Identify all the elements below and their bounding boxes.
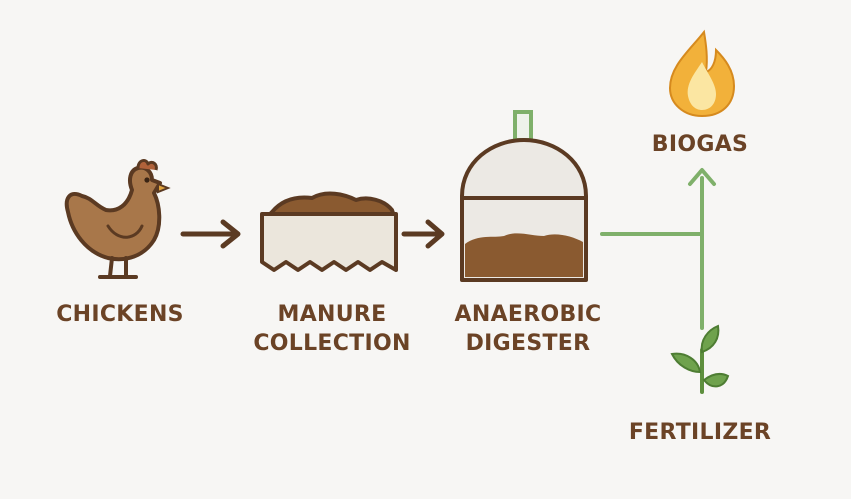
sprout-icon bbox=[670, 324, 730, 394]
label-fertilizer: FERTILIZER bbox=[628, 420, 772, 445]
arrow-manure-to-digester bbox=[401, 219, 445, 249]
flame-icon bbox=[668, 29, 736, 118]
label-biogas: BIOGAS bbox=[651, 132, 749, 157]
output-connector bbox=[600, 168, 716, 330]
chicken-icon bbox=[64, 159, 171, 279]
label-anaerobic-digester: ANAEROBIC DIGESTER bbox=[454, 302, 602, 356]
label-manure-collection: MANURE COLLECTION bbox=[253, 302, 411, 356]
manure-bin-icon bbox=[260, 191, 398, 272]
digester-icon bbox=[460, 110, 588, 282]
arrow-chickens-to-manure bbox=[180, 219, 241, 249]
label-chickens: CHICKENS bbox=[56, 302, 184, 327]
